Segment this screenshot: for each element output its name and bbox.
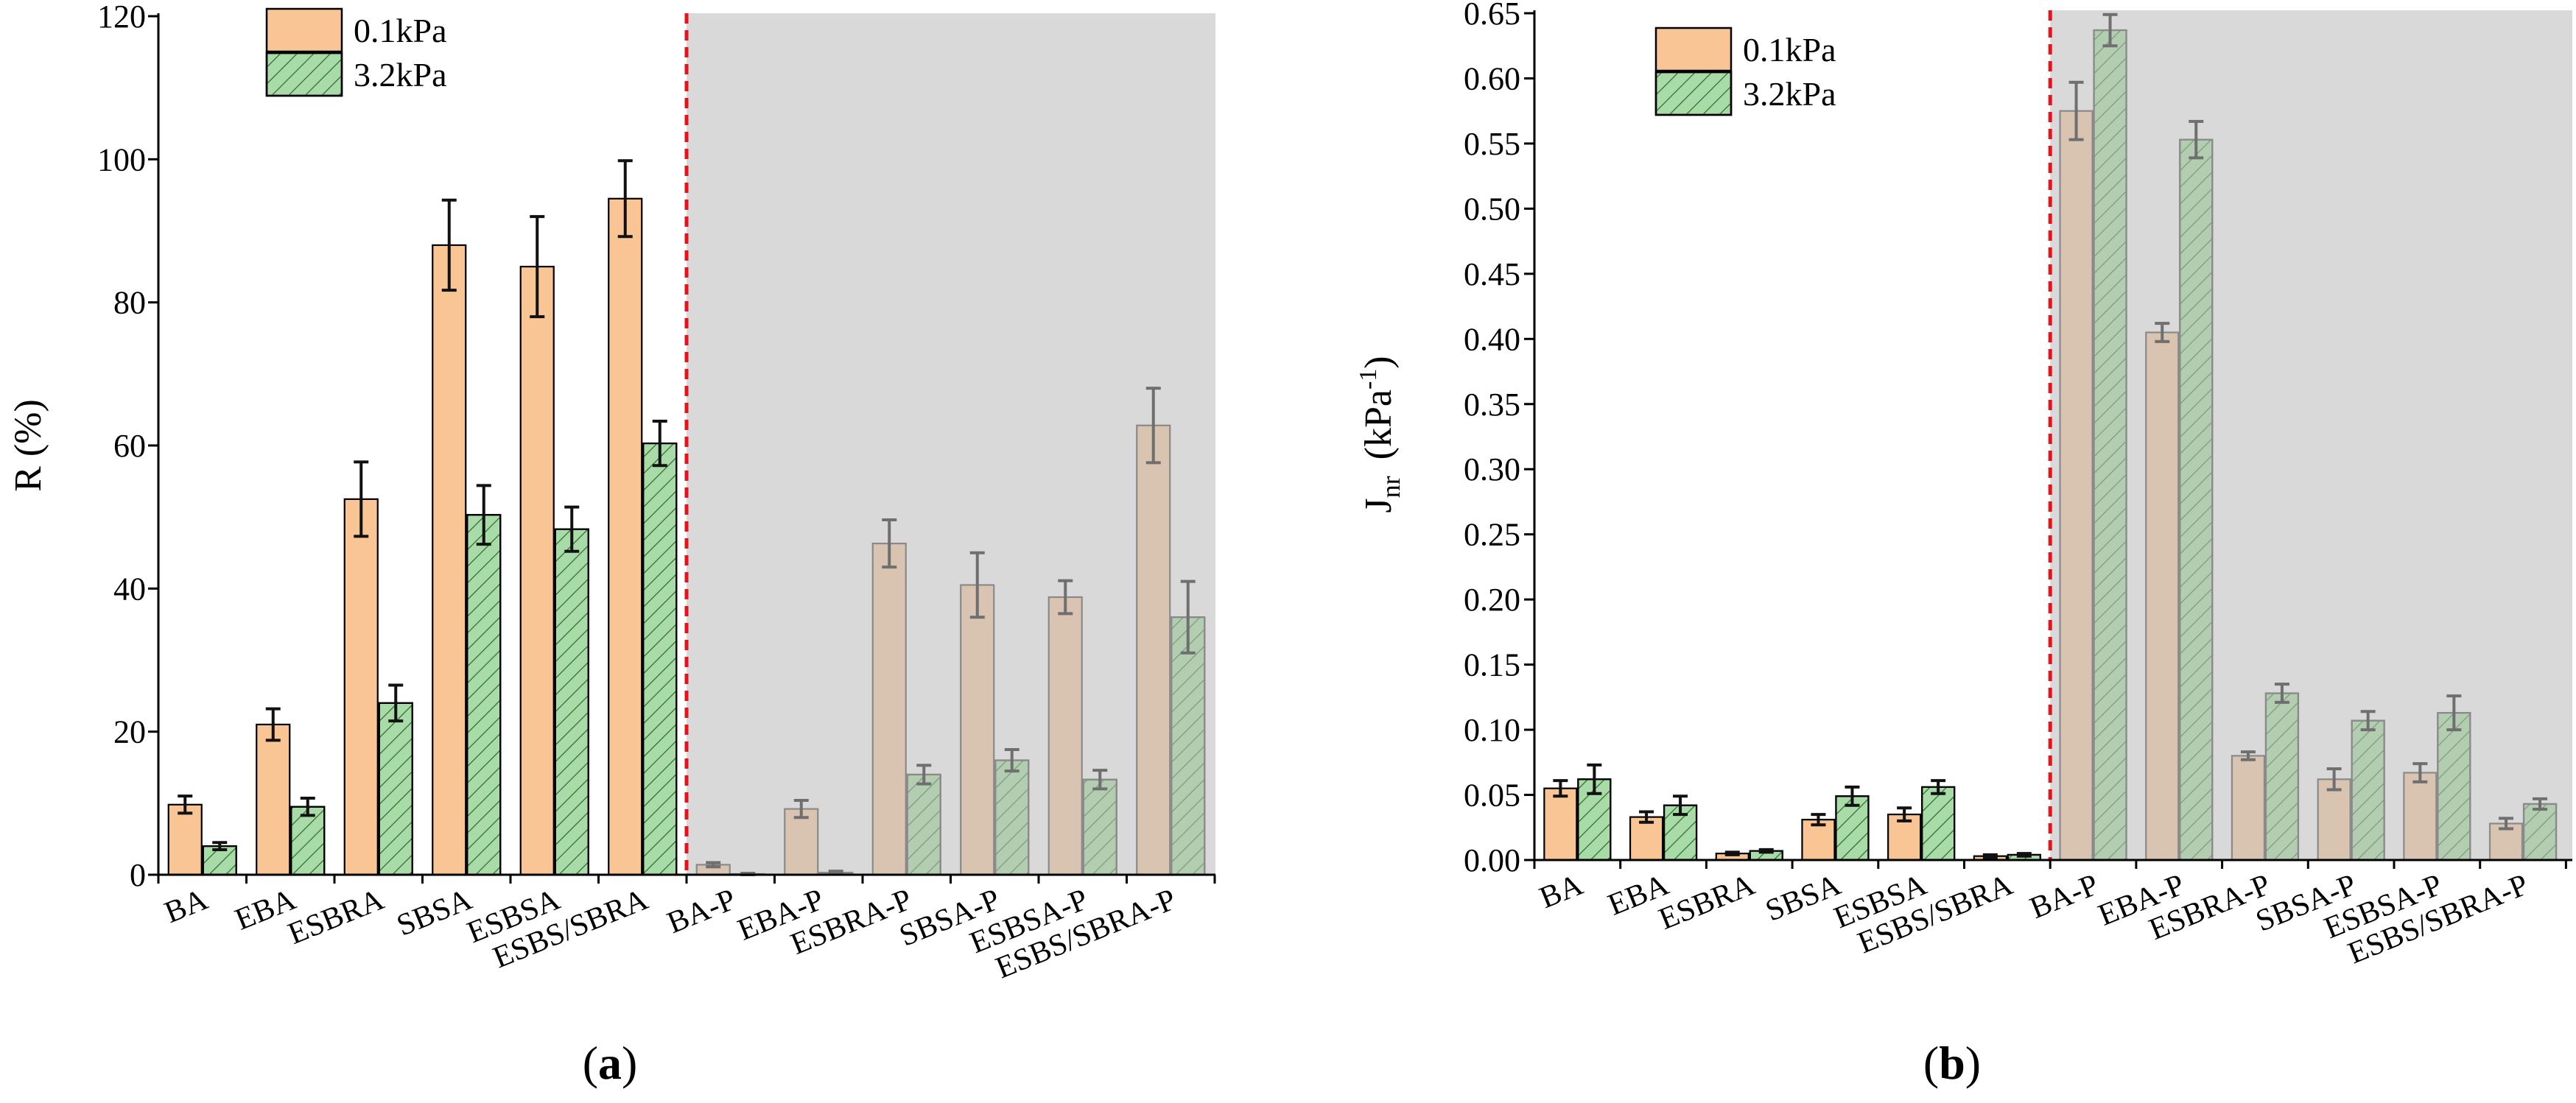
shaded-region [687,13,1215,875]
legend-label-3.2kPa: 3.2kPa [354,56,447,94]
panel-label-letter: a [598,1037,622,1089]
y-axis-label-part: nr [1376,476,1405,498]
x-tick-label-BA-P: BA-P [663,883,741,941]
bar-hatch-ESBRA [378,702,413,876]
legend-swatch-0.1kPa [1654,27,1733,72]
y-tick-label: 0.45 [1464,256,1520,292]
y-tick-label: 0.35 [1464,387,1520,423]
y-tick-label: 120 [97,0,146,35]
bar-0.1kPa-EBA-P [784,808,819,876]
legend-swatch-0.1kPa [265,7,343,53]
bar-hatch-ESBS/SBRA-P [1171,616,1206,876]
legend-label-3.2kPa: 3.2kPa [1743,75,1836,113]
panel-label-close: ) [622,1037,637,1089]
bar-hatch-ESBRA-P [906,773,941,876]
y-tick-label: 60 [113,428,146,464]
panel-label-b: (b) [1923,1037,1981,1089]
legend-label-0.1kPa: 0.1kPa [354,12,447,49]
bar-0.1kPa-ESBRA-P [871,543,907,876]
bar-0.1kPa-SBSA [432,244,467,876]
bar-hatch-ESBS/SBRA [642,442,678,876]
panel-label-open: ( [1923,1037,1939,1089]
bar-0.1kPa-ESBS/SBRA [608,197,643,876]
bar-0.1kPa-ESBS/SBRA-P [1136,424,1171,876]
bar-hatch-SBSA [1835,795,1870,861]
y-tick-label: 0.30 [1464,451,1520,487]
y-tick-label: 0.50 [1464,191,1520,227]
y-tick-label: 0 [130,857,146,893]
bar-hatch-ESBSA [554,528,589,876]
x-tick-label-BA: BA [160,882,213,930]
bar-hatch-ESBSA [1921,786,1956,861]
bar-hatch-SBSA-P [994,759,1030,876]
x-tick-label-SBSA: SBSA [1761,867,1846,928]
bar-hatch-BA-P [2093,29,2127,861]
x-tick-label-BA: BA [1535,867,1588,915]
y-axis-label: Jnr (kPa-1) [1355,356,1405,512]
y-tick-label: 0.10 [1464,712,1520,748]
y-axis-label-part: -1 [1355,369,1382,390]
bar-hatch-ESBSA-P [1082,778,1117,876]
y-tick-label: 20 [113,714,146,750]
y-tick-label: 0.40 [1464,321,1520,357]
y-tick-label: 0.65 [1464,0,1520,32]
legend-label-0.1kPa: 0.1kPa [1743,31,1836,68]
bar-0.1kPa-ESBRA-P [2231,755,2266,861]
panel-label-letter: b [1939,1037,1965,1089]
x-tick-label-BA-P: BA-P [2025,868,2103,926]
legend-swatch-hatch [1654,71,1733,116]
bar-0.1kPa-BA [167,803,203,876]
y-tick-label: 80 [113,285,146,321]
shaded-region [2050,10,2572,860]
bar-0.1kPa-ESBRA [343,498,379,876]
bar-hatch-EBA-P [2179,138,2214,861]
y-tick-label: 0.55 [1464,126,1520,162]
y-tick-label: 0.20 [1464,582,1520,618]
bar-0.1kPa-BA-P [2059,110,2094,861]
bar-hatch-ESBSA-P [2437,711,2471,861]
y-tick-label: 0.05 [1464,778,1520,814]
y-tick-label: 0.00 [1464,842,1520,878]
panel-label-close: ) [1965,1037,1981,1089]
y-tick-label: 0.15 [1464,647,1520,683]
panel-label-open: ( [583,1037,598,1089]
bar-0.1kPa-SBSA [1801,819,1836,861]
bar-0.1kPa-ESBSA-P [2403,772,2438,861]
bar-0.1kPa-ESBSA-P [1047,596,1083,876]
bar-0.1kPa-ESBSA [519,265,555,876]
bar-0.1kPa-EBA-P [2145,331,2180,861]
panel-label-a: (a) [583,1037,638,1089]
y-tick-label: 0.60 [1464,60,1520,96]
bar-0.1kPa-SBSA-P [960,584,995,876]
bar-hatch-ESBRA-P [2264,692,2300,861]
y-axis-label-part: J [1358,498,1400,512]
bar-0.1kPa-EBA [256,723,291,876]
bar-0.1kPa-BA [1543,787,1578,861]
x-tick-label-ESBRA: ESBRA [284,882,389,951]
y-axis-label: R (%) [7,399,49,492]
bar-hatch-SBSA [466,514,502,876]
y-axis-label-part: (kPa [1358,390,1400,459]
bar-hatch-SBSA-P [2351,719,2385,861]
y-axis-label-part: ) [1358,356,1400,368]
bar-0.1kPa-SBSA-P [2317,778,2351,861]
bar-hatch-ESBS/SBRA-P [2522,803,2558,861]
y-tick-label: 100 [97,141,146,177]
legend-swatch-hatch [265,52,343,97]
y-tick-label: 0.25 [1464,517,1520,553]
x-tick-label-SBSA: SBSA [392,882,477,942]
x-tick-label-ESBRA: ESBRA [1654,867,1760,937]
panel-b: 0.00 0.05 0.10 0.15 0.20 0.25 0.30 0.35 0.40 0.45… [1355,0,2572,1089]
bar-hatch-EBA [290,806,326,876]
y-tick-label: 40 [113,571,146,607]
